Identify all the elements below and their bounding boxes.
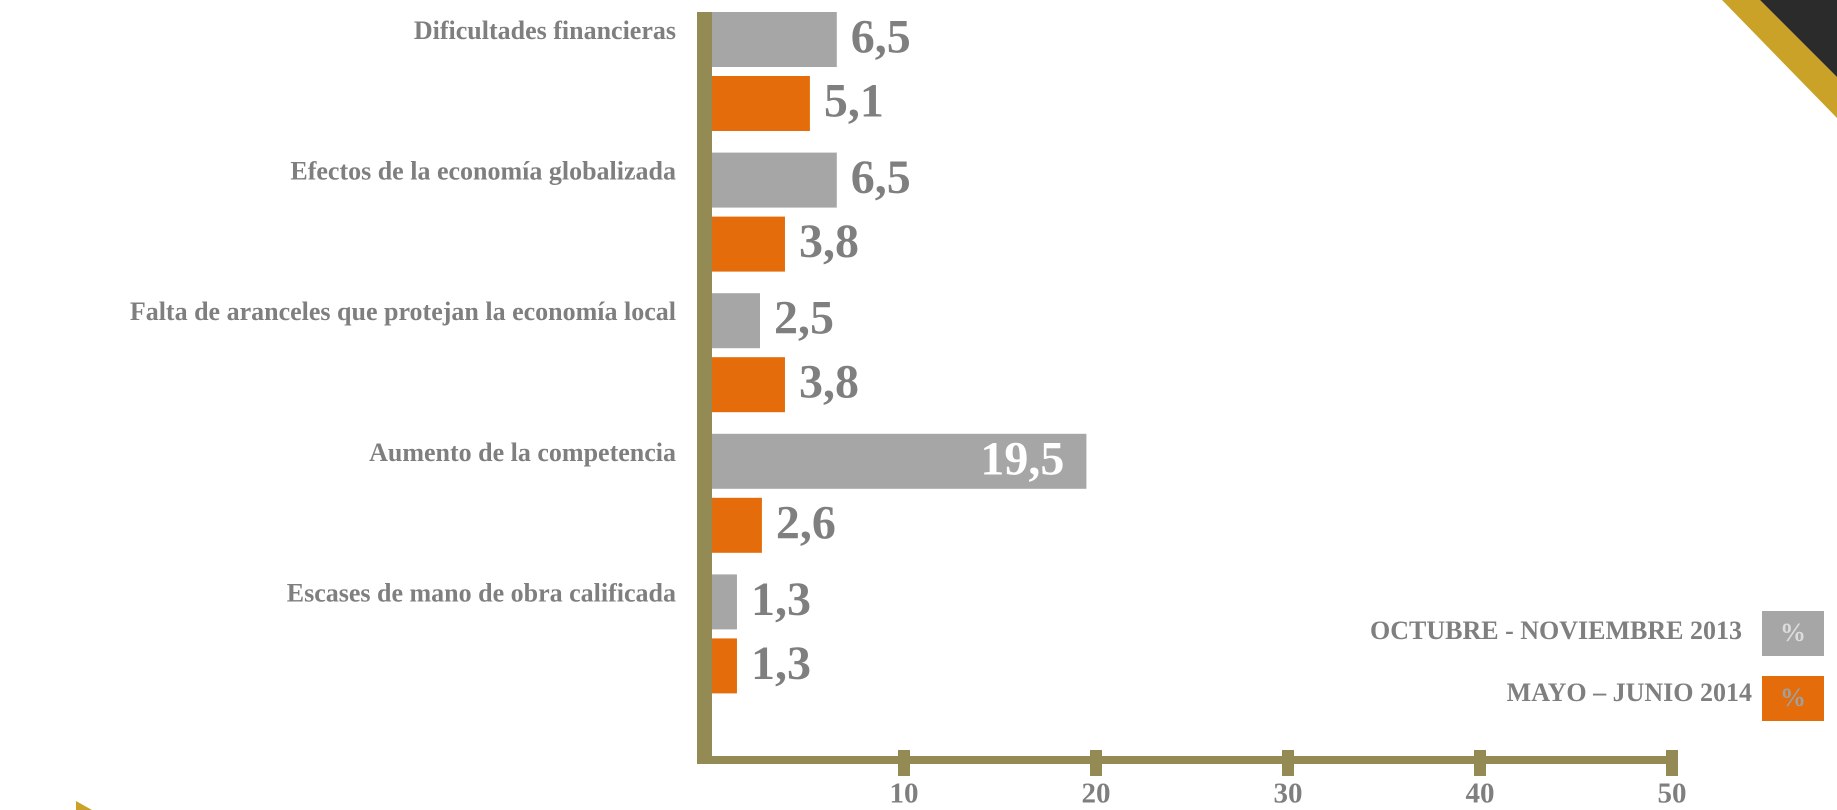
bar <box>712 433 1087 489</box>
value-label: 5,1 <box>824 75 884 128</box>
corner-decoration-dark <box>1760 0 1837 77</box>
value-label: 6,5 <box>851 151 911 204</box>
legend-symbol: % <box>1780 618 1806 647</box>
bar <box>712 574 737 630</box>
value-label: 3,8 <box>799 215 859 268</box>
legend-label: OCTUBRE - NOVIEMBRE 2013 <box>1370 616 1742 645</box>
x-axis <box>703 756 1677 764</box>
value-label: 6,5 <box>851 11 911 64</box>
category-label: Escases de mano de obra calificada <box>287 578 676 607</box>
x-tick-mark <box>1282 750 1294 776</box>
corner-decoration <box>76 801 92 810</box>
x-tick-mark <box>1090 750 1102 776</box>
value-label: 1,3 <box>751 637 811 690</box>
value-label: 3,8 <box>799 356 859 409</box>
category-label: Dificultades financieras <box>414 16 676 45</box>
x-tick-label: 20 <box>1082 778 1111 810</box>
value-label: 2,5 <box>774 292 834 345</box>
legend-symbol: % <box>1780 683 1806 712</box>
x-tick-label: 10 <box>890 778 919 810</box>
corner-decoration <box>1722 0 1837 118</box>
legend-swatch <box>1762 676 1824 721</box>
bar <box>712 293 760 349</box>
value-label: 2,6 <box>776 496 836 549</box>
value-label: 19,5 <box>980 432 1064 485</box>
category-label: Falta de aranceles que protejan la econo… <box>130 297 676 326</box>
category-label: Efectos de la economía globalizada <box>290 157 676 186</box>
bar <box>712 497 762 553</box>
value-label: 1,3 <box>751 573 811 626</box>
bar <box>712 357 785 413</box>
x-tick-mark <box>1666 750 1678 776</box>
x-tick-mark <box>1474 750 1486 776</box>
category-label: Aumento de la competencia <box>369 438 676 467</box>
x-tick-mark <box>898 750 910 776</box>
legend-label: MAYO – JUNIO 2014 <box>1507 678 1752 707</box>
bar <box>712 638 737 694</box>
bar <box>712 152 837 208</box>
legend-swatch <box>1762 611 1824 656</box>
x-tick-label: 30 <box>1274 778 1303 810</box>
y-axis <box>697 12 712 764</box>
bar <box>712 76 810 131</box>
bar <box>712 12 837 67</box>
x-tick-label: 50 <box>1658 778 1687 810</box>
bar <box>712 216 785 272</box>
x-tick-label: 40 <box>1466 778 1495 810</box>
